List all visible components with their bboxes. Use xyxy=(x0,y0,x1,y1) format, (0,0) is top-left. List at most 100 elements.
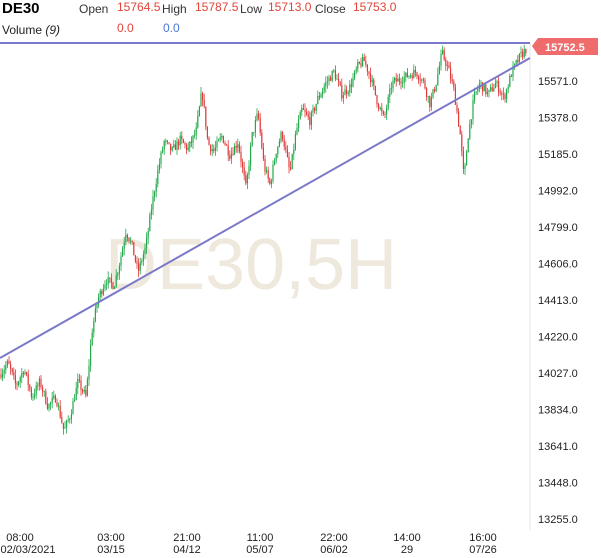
y-tick-label: 13641.0 xyxy=(538,441,578,453)
candle-body xyxy=(376,94,378,105)
close-label: Close xyxy=(315,2,346,16)
candle-body xyxy=(264,159,266,172)
y-tick-label: 14027.0 xyxy=(538,368,578,380)
candle-body xyxy=(352,77,354,87)
volume-label-text: Volume xyxy=(2,23,43,37)
candle-body xyxy=(125,234,127,243)
candle-body xyxy=(411,75,413,79)
candle-body xyxy=(64,427,66,429)
candle-body xyxy=(171,147,173,151)
candle-body xyxy=(294,134,296,150)
candles-layer xyxy=(0,44,527,435)
candle-body xyxy=(45,391,47,404)
candle-body xyxy=(19,377,21,382)
candle-body xyxy=(123,242,125,249)
candle-body xyxy=(498,81,500,93)
y-tick-label: 13448.0 xyxy=(538,478,578,490)
candle-body xyxy=(162,148,164,153)
candle-body xyxy=(443,50,445,60)
candle-body xyxy=(240,151,242,162)
candle-body xyxy=(461,134,463,151)
volume-label: Volume (9) xyxy=(2,23,60,37)
candle-body xyxy=(358,61,360,64)
candle-body xyxy=(326,81,328,83)
candle-body xyxy=(363,57,365,62)
candle-body xyxy=(334,70,336,80)
candle-body xyxy=(88,365,90,380)
candle-body xyxy=(214,147,216,151)
candle-body xyxy=(213,149,215,151)
candle-body xyxy=(61,417,63,423)
x-tick-time: 22:00 xyxy=(320,532,348,544)
candle-body xyxy=(6,360,8,366)
candle-body xyxy=(402,82,404,84)
candle-body xyxy=(520,51,522,54)
candle-body xyxy=(490,87,492,90)
candle-body xyxy=(382,111,384,115)
candle-body xyxy=(499,92,501,94)
candle-body xyxy=(3,369,5,374)
support-trendline[interactable] xyxy=(0,57,531,359)
candle-body xyxy=(286,149,288,157)
candle-body xyxy=(277,146,279,154)
candle-body xyxy=(149,214,151,232)
candle-body xyxy=(270,180,272,184)
candle-body xyxy=(211,149,213,152)
y-tick-label: 15378.0 xyxy=(538,113,578,125)
y-tick-label: 14799.0 xyxy=(538,222,578,234)
candle-body xyxy=(234,145,236,155)
candle-body xyxy=(226,144,228,146)
candle-body xyxy=(66,420,68,428)
candle-body xyxy=(104,284,106,289)
candle-body xyxy=(174,144,176,150)
candle-body xyxy=(365,61,367,65)
candle-body xyxy=(91,332,93,346)
candle-body xyxy=(250,145,252,166)
candle-body xyxy=(245,175,247,184)
y-tick-label: 14606.0 xyxy=(538,259,578,271)
price-axis[interactable]: 15571.0 15378.0 15185.0 14992.0 14799.0 14606… xyxy=(538,76,578,526)
watermark: DE30,5H xyxy=(105,225,397,305)
candle-body xyxy=(85,389,87,396)
candle-body xyxy=(128,237,130,242)
high-value: 15787.5 xyxy=(195,0,239,14)
candle-body xyxy=(176,141,178,150)
candle-body xyxy=(43,391,45,393)
candle-body xyxy=(416,72,418,77)
candle-body xyxy=(227,145,229,156)
candle-body xyxy=(266,170,268,172)
candle-body xyxy=(136,261,138,264)
x-tick-time: 03:00 xyxy=(97,532,125,544)
candle-body xyxy=(133,241,135,256)
candle-body xyxy=(336,79,338,80)
candle-body xyxy=(144,247,146,255)
candle-body xyxy=(315,103,317,111)
candle-body xyxy=(309,117,311,126)
candle-body xyxy=(438,65,440,74)
candle-body xyxy=(190,141,192,143)
candle-body xyxy=(189,141,191,148)
candle-body xyxy=(62,422,64,429)
candle-body xyxy=(344,89,346,96)
candle-body xyxy=(421,79,423,81)
candle-body xyxy=(242,161,244,168)
x-tick-date: 04/12 xyxy=(173,544,201,556)
candle-body xyxy=(288,156,290,168)
candle-body xyxy=(237,144,239,148)
candle-body xyxy=(205,106,207,128)
candle-body xyxy=(339,81,341,86)
candle-body xyxy=(310,112,312,126)
candle-body xyxy=(98,297,100,305)
candle-body xyxy=(42,387,44,392)
candle-body xyxy=(238,144,240,152)
candle-body xyxy=(381,107,383,112)
candle-body xyxy=(331,71,333,81)
candle-body xyxy=(256,113,258,121)
candle-body xyxy=(163,141,165,149)
candle-body xyxy=(275,153,277,161)
candle-body xyxy=(453,81,455,88)
x-tick-time: 14:00 xyxy=(393,532,421,544)
candle-body xyxy=(35,385,37,395)
